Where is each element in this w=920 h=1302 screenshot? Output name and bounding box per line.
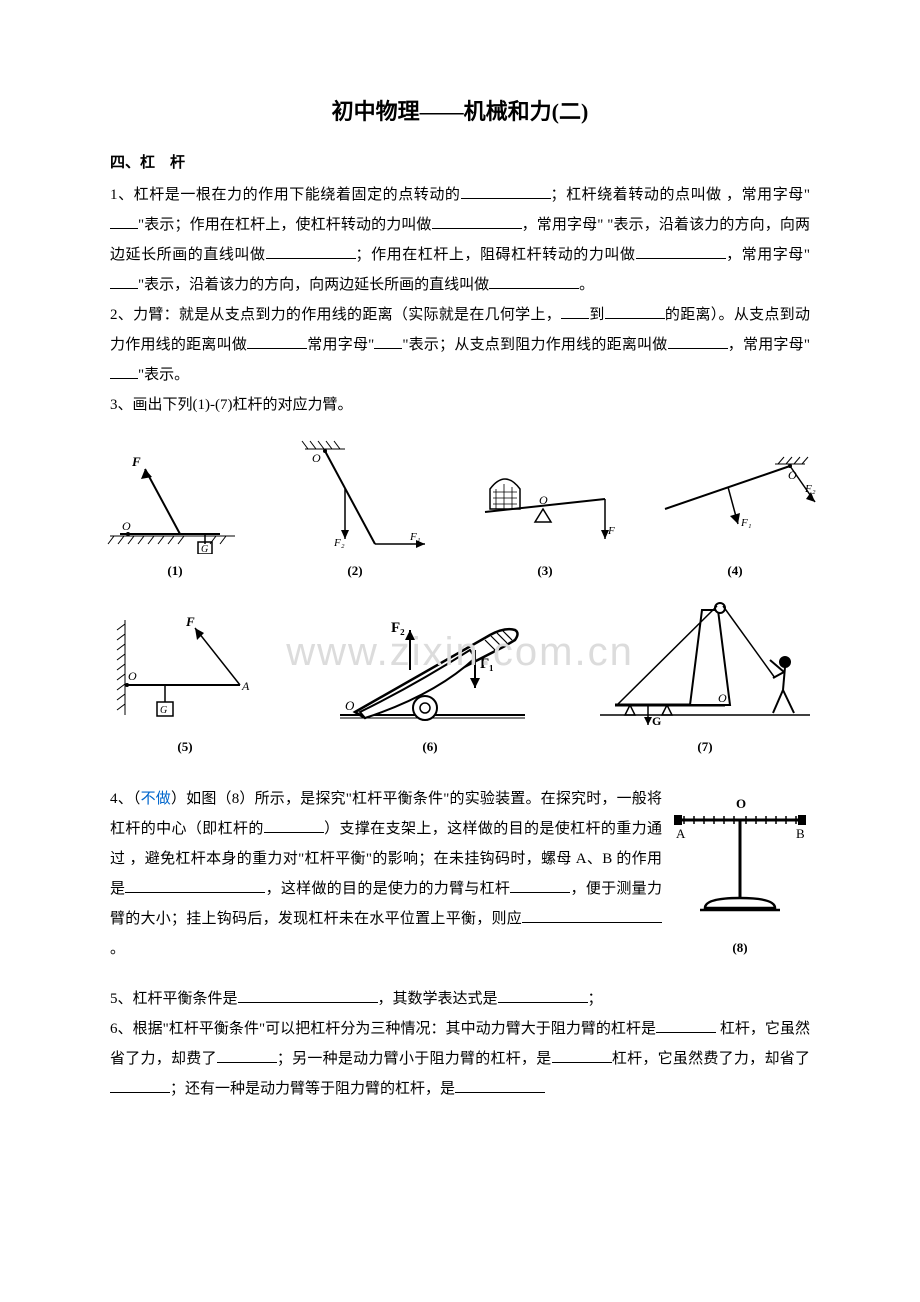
- question-5: 5、杠杆平衡条件是 ，其数学表达式是 ；: [110, 984, 810, 1014]
- label-A: A: [676, 826, 686, 841]
- question-1: 1、杠杆是一根在力的作用下能绕着固定的点转动的 ；杠杆绕着转动的点叫做 ，常用字母…: [110, 180, 810, 300]
- q4-t6: 。: [110, 941, 125, 957]
- question-4-wrap: O A B (8) 4、（不做）如图（8）所示，是探究"杠杆平衡条件"的实验装置…: [110, 784, 810, 964]
- blank: [605, 305, 665, 319]
- diagrams-row-2: O A F G (5) O: [100, 590, 820, 760]
- blank: [510, 879, 570, 893]
- label-F1: F₁: [409, 531, 421, 543]
- diagram-3: O F (3): [460, 454, 630, 584]
- q5-t2: ，其数学表达式是: [378, 991, 498, 1007]
- q1-t7: ；作用在杠杆上，阻碍杠杆转动的力叫做: [356, 247, 636, 263]
- label-F2: F₂: [391, 620, 405, 636]
- blank: [266, 245, 356, 259]
- caption-6: (6): [315, 734, 545, 760]
- blank: [498, 989, 588, 1003]
- diagram-6: O F₂ F₁ (6): [315, 600, 545, 760]
- section-4-head: 四、杠 杆: [110, 148, 810, 178]
- caption-3: (3): [460, 558, 630, 584]
- q6-t5: ；还有一种是动力臂等于阻力臂的杠杆，是: [170, 1081, 455, 1097]
- q5-t3: ；: [588, 991, 603, 1007]
- q6-t4: 杠杆，它虽然费了力，却省了: [612, 1051, 810, 1067]
- diagram-2: O F₂ F₁ (2): [270, 434, 440, 584]
- blank: [552, 1049, 612, 1063]
- label-F1b: F₁: [740, 517, 752, 529]
- page-title: 初中物理——机械和力(二): [110, 90, 810, 134]
- blank: [247, 335, 307, 349]
- q4-skip: 不做: [141, 791, 171, 807]
- blank: [656, 1019, 716, 1033]
- q2-t1: 2、力臂：就是从支点到力的作用线的距离（实际就是在几何学上，: [110, 307, 561, 323]
- q1-t9: "表示，沿着该力的方向，向两边延长所画的直线叫做: [138, 277, 489, 293]
- blank: [374, 335, 402, 349]
- q1-t5: ，常用字母": [522, 217, 604, 233]
- label-O: O: [736, 796, 746, 811]
- q4-pre: 4、（: [110, 791, 141, 807]
- label-F1: F₁: [480, 656, 494, 672]
- blank: [238, 989, 378, 1003]
- blank: [489, 275, 579, 289]
- q2-t6: ，常用字母": [728, 337, 810, 353]
- q2-t2: 到: [589, 307, 605, 323]
- label-O: O: [718, 691, 727, 705]
- label-O: O: [128, 669, 137, 683]
- blank: [110, 215, 138, 229]
- caption-8: (8): [670, 935, 810, 961]
- blank: [217, 1049, 277, 1063]
- label-F: F: [185, 614, 195, 629]
- label-A: A: [241, 679, 250, 693]
- blank: [668, 335, 728, 349]
- diagrams-row-1: O F G (1): [100, 434, 820, 584]
- q2-t7: "表示。: [138, 367, 189, 383]
- caption-5: (5): [100, 734, 270, 760]
- q6-t3: ；另一种是动力臂小于阻力臂的杠杆，是: [277, 1051, 552, 1067]
- q2-t5: "表示；从支点到阻力作用线的距离叫做: [402, 337, 667, 353]
- label-F: F: [131, 454, 141, 469]
- label-G: G: [201, 544, 208, 554]
- label-F2b: F₂: [804, 483, 816, 495]
- diagram-5: O A F G (5): [100, 610, 270, 760]
- blank: [455, 1079, 545, 1093]
- blank: [125, 879, 265, 893]
- blank: [264, 819, 324, 833]
- label-B: B: [796, 826, 805, 841]
- question-2: 2、力臂：就是从支点到力的作用线的距离（实际就是在几何学上，到的距离）。从支点到…: [110, 300, 810, 390]
- label-F: F: [607, 525, 615, 537]
- blank: [561, 305, 589, 319]
- blank: [522, 909, 662, 923]
- q1-t2: ；杠杆绕着转动的点叫做: [551, 187, 722, 203]
- label-G: G: [652, 714, 661, 728]
- q1-t1: 1、杠杆是一根在力的作用下能绕着固定的点转动的: [110, 187, 461, 203]
- q6-t1: 6、根据"杠杆平衡条件"可以把杠杆分为三种情况：其中动力臂大于阻力臂的杠杆是: [110, 1021, 656, 1037]
- label-O: O: [345, 698, 355, 713]
- blank: [432, 215, 522, 229]
- question-6: 6、根据"杠杆平衡条件"可以把杠杆分为三种情况：其中动力臂大于阻力臂的杠杆是 杠…: [110, 1014, 810, 1104]
- q2-t4: 常用字母": [307, 337, 374, 353]
- blank: [110, 275, 138, 289]
- label-O: O: [312, 451, 321, 465]
- q1-t3: ，常用字母": [726, 187, 810, 203]
- diagram-1: O F G (1): [100, 444, 250, 584]
- blank: [461, 185, 551, 199]
- question-3: 3、画出下列(1)-(7)杠杆的对应力臂。: [110, 390, 810, 420]
- q1-t8: ，常用字母": [726, 247, 810, 263]
- blank: [110, 365, 138, 379]
- caption-4: (4): [650, 558, 820, 584]
- blank: [636, 245, 726, 259]
- q4-t4: ，这样做的目的是使力的力臂与杠杆: [265, 881, 510, 897]
- q5-t1: 5、杠杆平衡条件是: [110, 991, 238, 1007]
- diagram-4: O F₁ F₂ (4): [650, 454, 820, 584]
- q1-t10: 。: [579, 277, 594, 293]
- diagram-7: G O (7): [590, 590, 820, 760]
- blank: [110, 1079, 170, 1093]
- q1-t4a: "表示；作用在杠杆上，使杠杆转动的力叫做: [138, 217, 432, 233]
- label-G: G: [160, 705, 167, 716]
- diagram-8: O A B (8): [670, 790, 810, 961]
- label-O: O: [122, 519, 131, 533]
- caption-2: (2): [270, 558, 440, 584]
- caption-7: (7): [590, 734, 820, 760]
- caption-1: (1): [100, 558, 250, 584]
- label-F2: F₂: [333, 537, 345, 549]
